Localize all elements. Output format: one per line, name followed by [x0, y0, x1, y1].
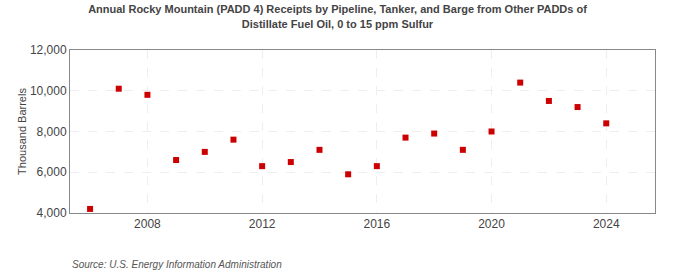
svg-text:2008: 2008	[134, 217, 161, 231]
svg-text:Source: U.S. Energy Informatio: Source: U.S. Energy Information Administ…	[72, 259, 282, 270]
svg-text:8,000: 8,000	[37, 125, 67, 139]
svg-text:4,000: 4,000	[37, 206, 67, 220]
svg-text:Thousand Barrels: Thousand Barrels	[16, 88, 28, 175]
svg-text:12,000: 12,000	[30, 43, 67, 57]
svg-text:6,000: 6,000	[37, 165, 67, 179]
svg-text:Annual Rocky Mountain (PADD 4): Annual Rocky Mountain (PADD 4) Receipts …	[88, 3, 587, 29]
svg-text:2012: 2012	[249, 217, 276, 231]
svg-text:10,000: 10,000	[30, 84, 67, 98]
svg-text:2024: 2024	[593, 217, 620, 231]
svg-text:2020: 2020	[478, 217, 505, 231]
svg-text:2016: 2016	[363, 217, 390, 231]
